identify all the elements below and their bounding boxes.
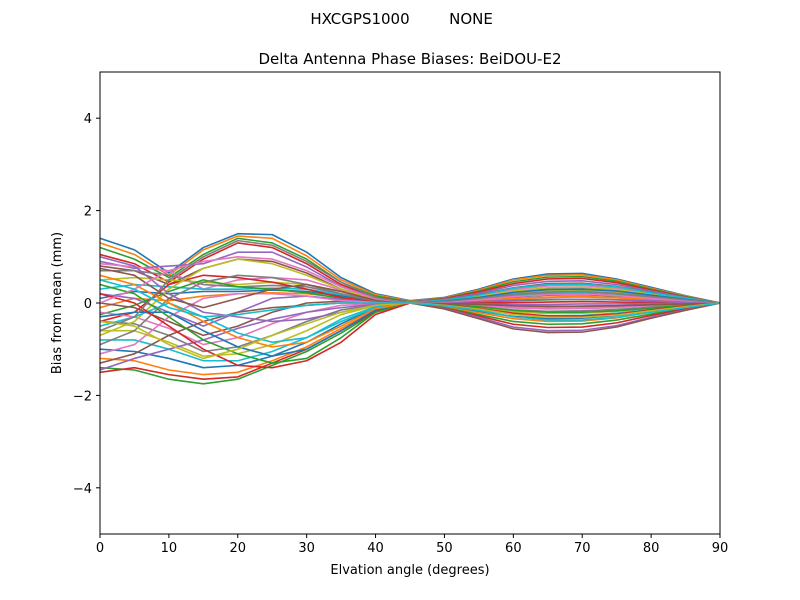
y-tick-label: 0: [84, 297, 92, 312]
x-tick-label: 90: [712, 541, 729, 556]
x-tick-label: 60: [505, 541, 522, 556]
y-axis-label: Bias from mean (mm): [50, 232, 65, 374]
x-axis-label: Elvation angle (degrees): [330, 563, 489, 578]
y-tick-label: −2: [73, 389, 92, 404]
x-tick-label: 0: [96, 541, 104, 556]
x-tick-label: 30: [298, 541, 315, 556]
x-tick-label: 40: [367, 541, 384, 556]
chart-title: Delta Antenna Phase Biases: BeiDOU-E2: [259, 50, 562, 68]
series-layer: [100, 232, 720, 385]
y-tick-label: 4: [84, 112, 92, 127]
x-tick-label: 10: [161, 541, 178, 556]
x-tick-label: 20: [230, 541, 247, 556]
series-line: [100, 279, 720, 321]
figure-suptitle-right: NONE: [449, 10, 493, 28]
y-tick-label: −4: [73, 482, 92, 497]
y-tick-label: 2: [84, 205, 92, 220]
x-tick-label: 50: [436, 541, 453, 556]
x-tick-label: 70: [574, 541, 591, 556]
x-axis: 0 10 20 30 40 50 60 70 80 90: [96, 534, 728, 556]
x-tick-label: 80: [643, 541, 660, 556]
figure-suptitle-left: HXCGPS1000: [310, 10, 409, 28]
y-axis: −4 −2 0 2 4: [73, 112, 100, 497]
